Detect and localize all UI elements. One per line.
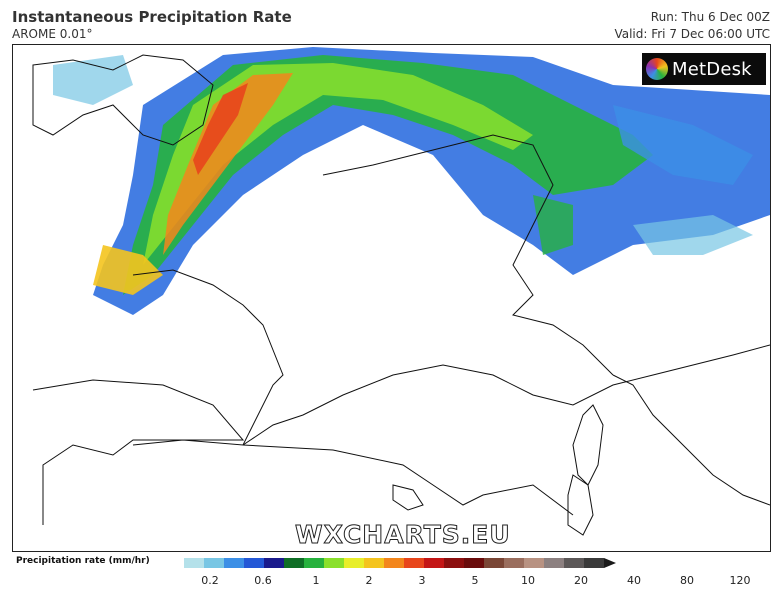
legend-label: Precipitation rate (mm/hr): [16, 556, 150, 566]
color-swatch: [244, 558, 264, 568]
color-swatch: [424, 558, 444, 568]
color-swatch: [304, 558, 324, 568]
coastlines: [32, 54, 770, 536]
color-swatch: [444, 558, 464, 568]
color-swatch: [284, 558, 304, 568]
wxcharts-watermark: WXCHARTS.EU: [295, 520, 511, 550]
colorbar-tick-label: 120: [729, 574, 751, 587]
color-swatch: [544, 558, 564, 568]
colorbar-tick-label: 40: [627, 574, 641, 587]
color-swatch: [584, 558, 604, 568]
colorbar-tick-label: 3: [418, 574, 426, 587]
colorbar-tick-label: 80: [680, 574, 694, 587]
color-swatch: [524, 558, 544, 568]
color-swatch: [204, 558, 224, 568]
color-swatch: [464, 558, 484, 568]
colorbar-tick-label: 0.2: [201, 574, 219, 587]
model-label: AROME 0.01°: [12, 27, 93, 41]
color-swatch: [504, 558, 524, 568]
color-swatch: [564, 558, 584, 568]
color-swatch: [184, 558, 204, 568]
colorbar-tick-label: 1: [312, 574, 320, 587]
colorbar-tick-label: 20: [574, 574, 588, 587]
color-swatch: [404, 558, 424, 568]
valid-time: Valid: Fri 7 Dec 06:00 UTC: [614, 27, 770, 41]
color-swatch: [344, 558, 364, 568]
map-canvas: [32, 47, 770, 536]
color-swatch: [264, 558, 284, 568]
color-swatch: [384, 558, 404, 568]
metdesk-logo: MetDesk: [642, 53, 766, 85]
metdesk-logo-text: MetDesk: [672, 58, 752, 80]
colorbar-arrow: [604, 558, 616, 568]
precipitation-map: MetDesk WXCHARTS.EU: [12, 44, 771, 552]
colorbar-tick-label: 10: [521, 574, 535, 587]
colorbar-tick-label: 5: [471, 574, 479, 587]
precip-layer: [53, 47, 770, 315]
color-swatch: [224, 558, 244, 568]
color-swatch: [484, 558, 504, 568]
color-scale: [184, 558, 616, 568]
metdesk-logo-icon: [646, 58, 668, 80]
color-scale-ticks: 0.2 0.6 1 2 3 5 10 20 40 80 120: [184, 574, 782, 590]
color-swatch: [324, 558, 344, 568]
colorbar-tick-label: 0.6: [254, 574, 272, 587]
chart-title: Instantaneous Precipitation Rate: [12, 8, 292, 26]
colorbar-tick-label: 2: [365, 574, 373, 587]
color-swatch: [364, 558, 384, 568]
run-time: Run: Thu 6 Dec 00Z: [650, 10, 770, 24]
